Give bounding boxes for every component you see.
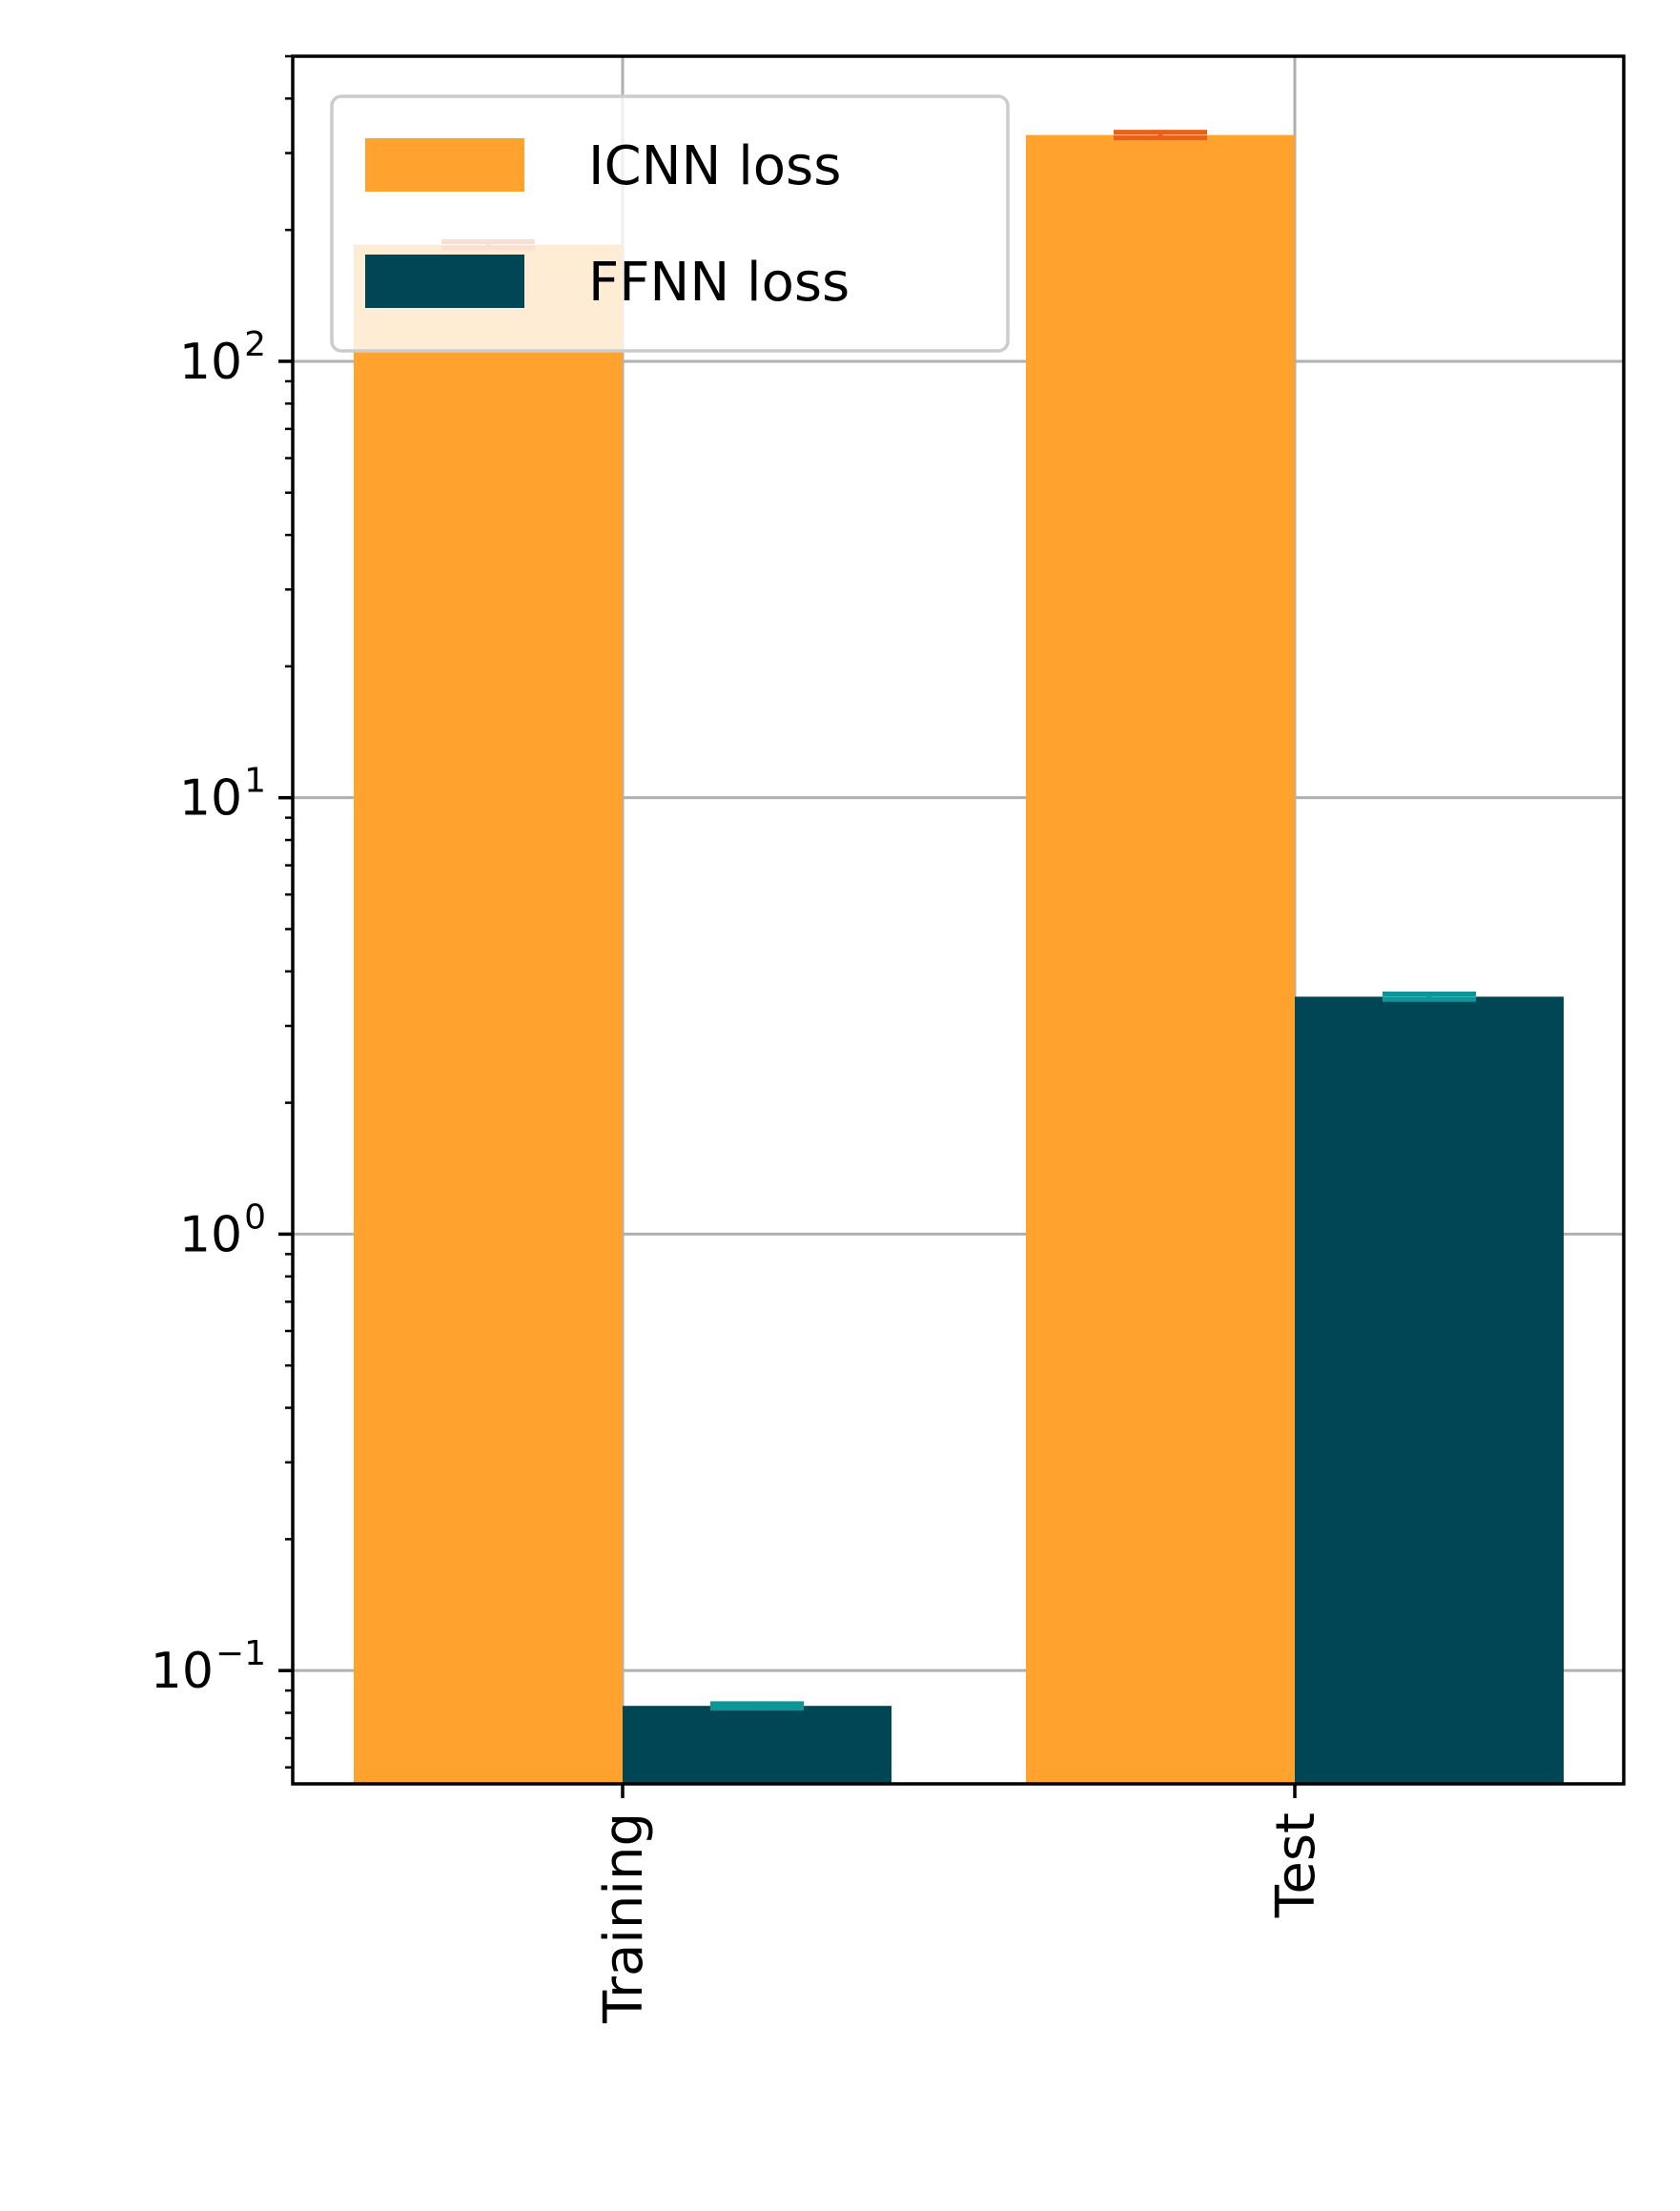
bar	[354, 244, 623, 1785]
bars	[354, 134, 1564, 1785]
y-tick-exponent: 1	[244, 762, 266, 801]
x-axis-ticks: Training Test	[593, 1784, 1327, 2024]
y-tick-label: 10	[151, 1643, 214, 1700]
legend-swatch	[365, 138, 524, 192]
plot-frame	[291, 54, 1626, 1786]
bar	[1295, 996, 1564, 1784]
bar	[1026, 134, 1295, 1785]
x-tick-label: Training	[593, 1812, 655, 2024]
y-tick-label: 10	[179, 770, 242, 828]
y-tick-exponent: 0	[244, 1198, 266, 1237]
legend: ICNN loss FFNN loss	[330, 94, 1010, 353]
y-tick-label: 10	[179, 334, 242, 391]
y-tick-exponent: −1	[215, 1634, 266, 1673]
legend-label: FFNN loss	[588, 252, 850, 314]
bar	[623, 1706, 891, 1784]
x-tick-label: Test	[1265, 1812, 1327, 1918]
legend-label: ICNN loss	[588, 135, 841, 197]
y-tick-label: 10	[179, 1206, 242, 1263]
y-tick-exponent: 2	[244, 325, 266, 364]
legend-swatch	[365, 255, 524, 308]
